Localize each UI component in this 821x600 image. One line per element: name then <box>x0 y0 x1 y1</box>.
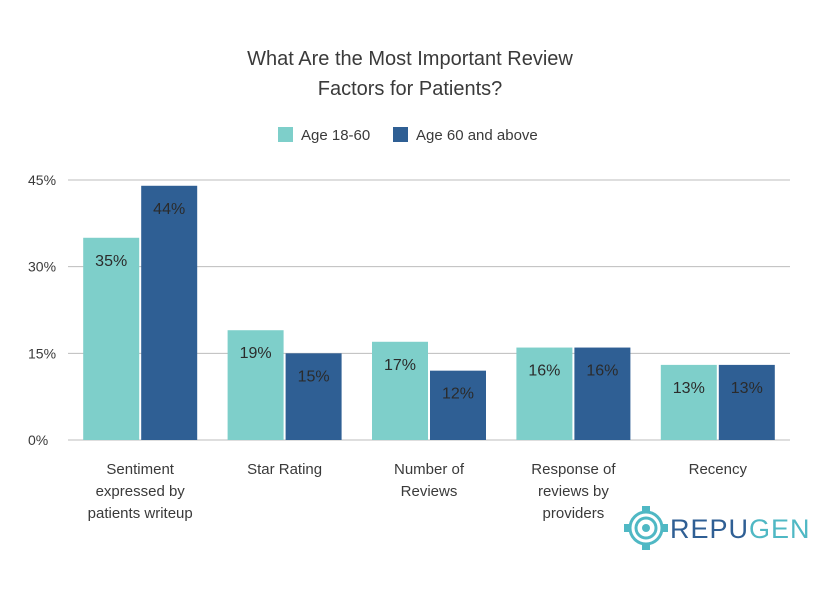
x-category-label: Number of <box>394 461 465 478</box>
logo-text-gen: GEN <box>749 514 811 544</box>
bars <box>83 185 775 440</box>
y-tick-label: 0% <box>28 432 48 448</box>
bar <box>83 237 140 440</box>
bar <box>141 185 198 440</box>
x-category-label: Star Rating <box>247 461 322 478</box>
x-category-label: providers <box>543 505 605 522</box>
legend-label: Age 60 and above <box>416 127 538 144</box>
bar-value-label: 44% <box>153 201 185 218</box>
x-category-label: Response of <box>531 461 616 478</box>
bar <box>660 364 717 440</box>
y-axis-ticks: 0% 15% 30% 45% <box>28 172 56 448</box>
x-category-label: Recency <box>689 461 748 478</box>
bar <box>718 364 775 440</box>
x-category-label: Sentiment <box>106 461 174 478</box>
repugen-logo: REPUGEN <box>624 506 811 550</box>
logo-wordmark: REPUGEN <box>670 514 811 544</box>
legend-label: Age 18-60 <box>301 127 370 144</box>
legend-swatch <box>278 127 293 142</box>
logo-text-repu: REPU <box>670 514 749 544</box>
x-axis-categories: Sentiment expressed by patients writeup Sta… <box>88 461 748 522</box>
logo-gear-icon <box>624 506 668 550</box>
legend-swatch <box>393 127 408 142</box>
chart-title-line: Factors for Patients? <box>318 78 503 100</box>
bar <box>574 347 631 440</box>
chart-legend: Age 18-60 Age 60 and above <box>278 127 538 144</box>
bar-value-label: 13% <box>731 380 763 397</box>
bar <box>430 370 486 440</box>
x-category-label: patients writeup <box>88 505 193 522</box>
bar-value-label: 15% <box>298 368 330 385</box>
chart-title-line: What Are the Most Important Review <box>247 48 573 70</box>
x-category-label: reviews by <box>538 483 609 500</box>
y-tick-label: 45% <box>28 172 56 188</box>
bar <box>372 341 428 440</box>
y-tick-label: 30% <box>28 259 56 275</box>
bar-value-label: 17% <box>384 357 416 374</box>
x-category-label: Reviews <box>401 483 458 500</box>
value-labels: 35% 44% 19% 15% 17% 12% 16% 16% 13% 13% <box>95 201 763 403</box>
y-tick-label: 15% <box>28 345 56 361</box>
bar-value-label: 35% <box>95 253 127 270</box>
bar-value-label: 16% <box>528 363 560 380</box>
bar-value-label: 19% <box>240 345 272 362</box>
bar-value-label: 16% <box>586 363 618 380</box>
chart-title: What Are the Most Important Review Factor… <box>247 48 573 100</box>
bar-value-label: 12% <box>442 386 474 403</box>
x-category-label: expressed by <box>96 483 186 500</box>
bar-value-label: 13% <box>673 380 705 397</box>
bar <box>227 330 284 440</box>
bar <box>516 347 573 440</box>
bar <box>285 353 342 440</box>
